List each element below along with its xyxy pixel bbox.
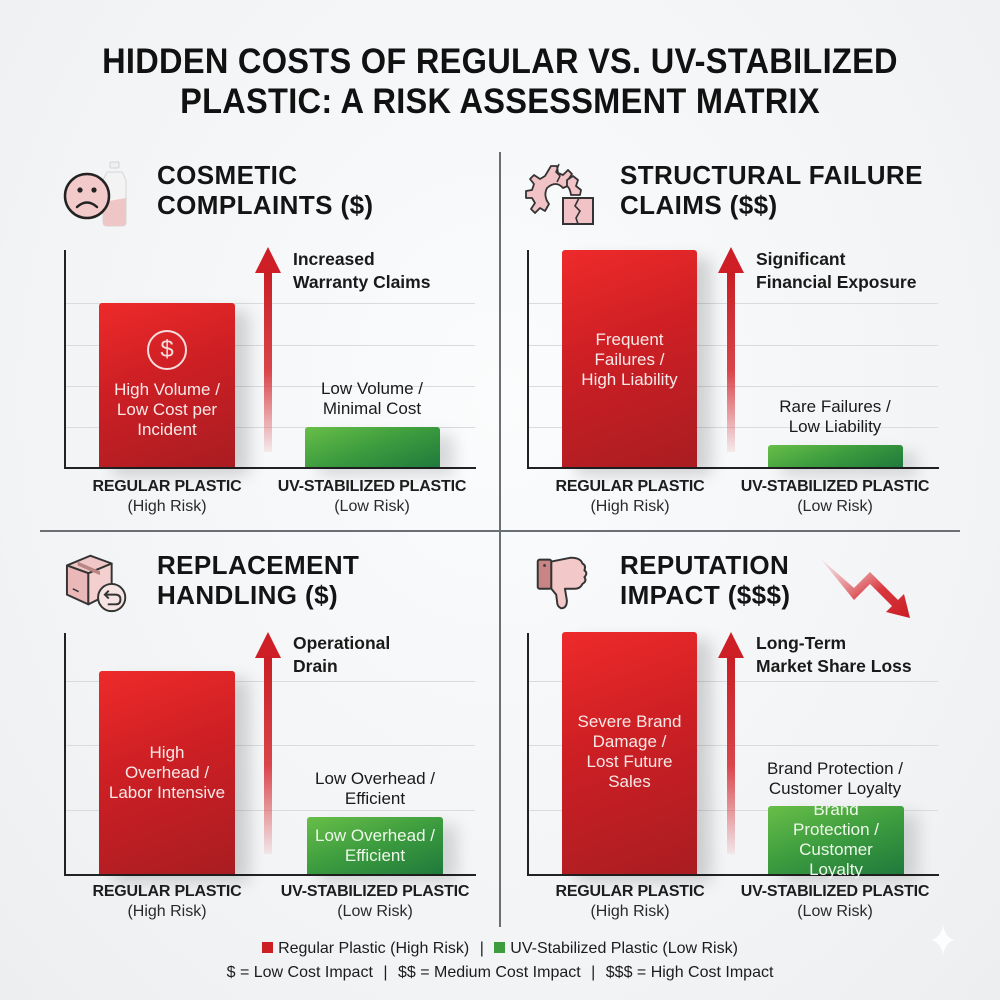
bar-label: High Overhead / Labor Intensive — [108, 743, 226, 802]
cost-key-low: $ = Low Cost Impact — [226, 964, 373, 981]
up-arrow-icon — [718, 632, 744, 854]
bar-regular-plastic: High Overhead / Labor Intensive — [99, 671, 235, 874]
legend-uv: UV-Stabilized Plastic (Low Risk) — [510, 940, 738, 957]
quadrant-title: STRUCTURAL FAILURE CLAIMS ($$) — [620, 160, 923, 220]
bar-uv-stabilized-plastic — [768, 445, 903, 467]
annotation: Long-Term Market Share Loss — [756, 633, 912, 676]
bar-uv-stabilized-plastic — [305, 427, 440, 467]
x-axis — [527, 874, 939, 876]
uv-bar-caption: Rare Failures / Low Liability — [779, 397, 891, 436]
y-axis — [527, 250, 529, 469]
x-axis — [64, 467, 476, 469]
bar-label: Brand Protection / Customer Loyalty — [793, 800, 879, 879]
broken-gear-icon — [525, 163, 594, 225]
bar-uv-stabilized-plastic: Brand Protection / Customer Loyalty — [768, 800, 904, 879]
sad-face-bottle-icon — [63, 161, 127, 227]
bar-uv-stabilized-plastic: Low Overhead / Efficient — [307, 817, 443, 874]
quadrant-title: COSMETIC COMPLAINTS ($) — [157, 160, 374, 220]
bar-regular-plastic: Severe Brand Damage / Lost Future Sales — [562, 632, 697, 874]
annotation: Operational Drain — [293, 633, 391, 676]
page-title: HIDDEN COSTS OF REGULAR VS. UV-STABILIZE… — [35, 42, 965, 122]
cost-key: $ = Low Cost Impact | $$ = Medium Cost I… — [226, 964, 774, 981]
dollar-icon: $ — [147, 330, 187, 370]
x-axis — [527, 467, 939, 469]
bar-label: Frequent Failures / High Liability — [581, 330, 678, 389]
legend-swatch-uv — [494, 942, 506, 953]
title-line-1: HIDDEN COSTS OF REGULAR VS. UV-STABILIZE… — [102, 42, 898, 81]
bar-label: Low Overhead / Efficient — [314, 825, 435, 865]
quadrant-cosmetic-complaints: COSMETIC COMPLAINTS ($) $ High Volume / … — [50, 150, 510, 530]
quadrant-structural-failure: STRUCTURAL FAILURE CLAIMS ($$) Frequent … — [513, 150, 973, 530]
thumbs-down-icon — [536, 556, 588, 610]
up-arrow-icon — [255, 632, 281, 854]
up-arrow-icon — [255, 247, 281, 452]
bar-regular-plastic: $ High Volume / Low Cost per Incident — [99, 303, 235, 467]
quadrant-replacement-handling: REPLACEMENT HANDLING ($) High Overhead /… — [50, 540, 510, 930]
y-axis — [527, 633, 529, 876]
category-label-regular: REGULAR PLASTIC (High Risk) — [92, 478, 242, 515]
quadrant-title: REPLACEMENT HANDLING ($) — [157, 550, 360, 610]
category-label-uv: UV-STABILIZED PLASTIC (Low Risk) — [277, 478, 467, 515]
quadrant-title: REPUTATION IMPACT ($$$) — [620, 550, 791, 610]
uv-bar-caption: Brand Protection / Customer Loyalty — [766, 759, 904, 798]
cost-key-medium: $$ = Medium Cost Impact — [397, 964, 581, 981]
legend: Regular Plastic (High Risk) | UV-Stabili… — [0, 938, 1000, 960]
bar-label: Severe Brand Damage / Lost Future Sales — [577, 712, 682, 791]
vertical-divider — [499, 152, 501, 927]
legend-swatch-regular — [262, 942, 274, 953]
uv-bar-caption: Low Overhead / Efficient — [314, 769, 435, 808]
sparkle-icon — [931, 924, 955, 956]
horizontal-divider — [40, 530, 960, 532]
quadrant-reputation-impact: REPUTATION IMPACT ($$$) Severe Brand Dam… — [513, 540, 973, 930]
box-return-icon — [65, 554, 127, 613]
category-label-uv: UV-STABILIZED PLASTIC (Low Risk) — [740, 883, 930, 920]
trend-down-arrow-icon — [820, 558, 910, 618]
title-line-2: PLASTIC: A RISK ASSESSMENT MATRIX — [180, 82, 820, 121]
category-label-regular: REGULAR PLASTIC (High Risk) — [555, 478, 705, 515]
cost-key-high: $$$ = High Cost Impact — [605, 964, 774, 981]
category-label-uv: UV-STABILIZED PLASTIC (Low Risk) — [280, 883, 470, 920]
legend-regular: Regular Plastic (High Risk) — [278, 940, 470, 957]
category-label-regular: REGULAR PLASTIC (High Risk) — [92, 883, 242, 920]
uv-bar-caption: Low Volume / Minimal Cost — [320, 379, 424, 418]
category-label-uv: UV-STABILIZED PLASTIC (Low Risk) — [740, 478, 930, 515]
annotation: Increased Warranty Claims — [293, 249, 431, 292]
y-axis — [64, 633, 66, 876]
annotation: Significant Financial Exposure — [756, 249, 917, 292]
bar-regular-plastic: Frequent Failures / High Liability — [562, 250, 697, 467]
bar-label: High Volume / Low Cost per Incident — [114, 380, 220, 439]
y-axis — [64, 250, 66, 469]
up-arrow-icon — [718, 247, 744, 452]
x-axis — [64, 874, 476, 876]
category-label-regular: REGULAR PLASTIC (High Risk) — [555, 883, 705, 920]
